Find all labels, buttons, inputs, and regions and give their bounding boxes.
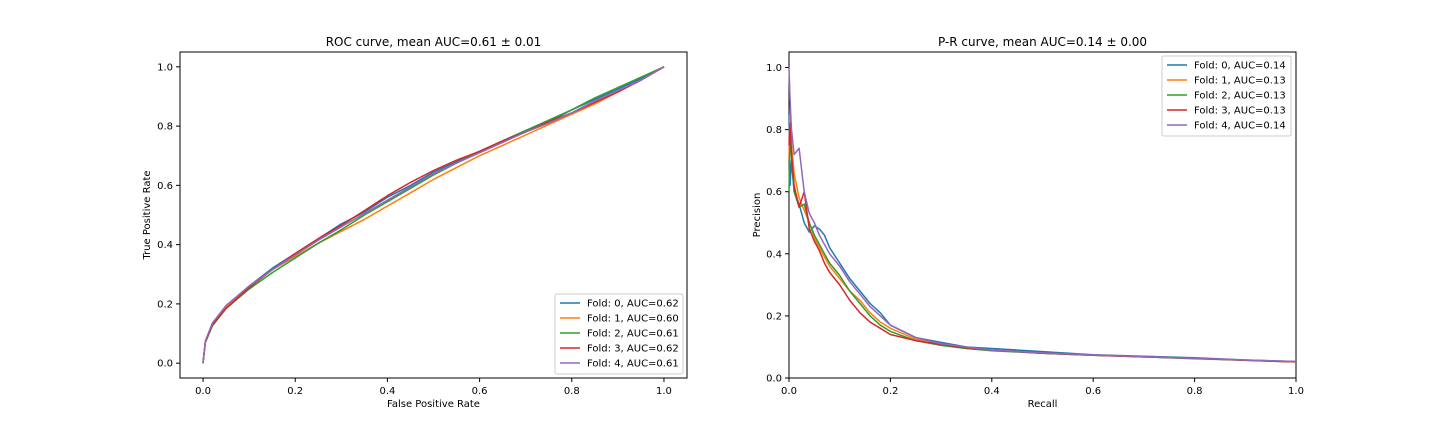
pr-legend-label-2: Fold: 2, AUC=0.13: [1194, 91, 1286, 102]
roc-y-tick-label: 0.8: [157, 122, 173, 133]
pr-series-line-fold-4: [788, 67, 1297, 363]
roc-legend-box: [554, 293, 684, 375]
roc-series-group: [202, 66, 665, 364]
pr-y-tick-label: 0.2: [766, 311, 782, 322]
pr-y-tick-label: 0.8: [766, 125, 782, 136]
roc-chart-panel: ROC curve, mean AUC=0.61 ± 0.01 False Po…: [142, 35, 688, 410]
roc-legend: Fold: 0, AUC=0.62 Fold: 1, AUC=0.60 Fold…: [554, 293, 684, 375]
roc-x-axis-label: False Positive Rate: [387, 399, 480, 410]
pr-legend-label-1: Fold: 1, AUC=0.13: [1194, 76, 1286, 87]
pr-x-tick-label: 1.0: [1288, 386, 1304, 397]
pr-legend-label-0: Fold: 0, AUC=0.14: [1194, 61, 1286, 72]
roc-x-tick-label: 0.4: [379, 386, 395, 397]
roc-x-tick-label: 0.6: [472, 386, 488, 397]
pr-chart-title: P-R curve, mean AUC=0.14 ± 0.00: [938, 35, 1147, 49]
roc-axis-ticks: 0.0 0.2 0.4 0.6 0.8 1.0 0.0 0.2 0.4 0.6 0.8 1.0: [157, 62, 672, 397]
roc-x-tick-label: 1.0: [656, 386, 672, 397]
roc-x-tick-label: 0.2: [287, 386, 303, 397]
roc-legend-label-2: Fold: 2, AUC=0.61: [587, 329, 679, 340]
roc-legend-label-1: Fold: 1, AUC=0.60: [587, 314, 679, 325]
roc-legend-label-3: Fold: 3, AUC=0.62: [587, 344, 679, 355]
pr-chart-panel: P-R curve, mean AUC=0.14 ± 0.00 Recall P…: [752, 35, 1304, 410]
pr-y-tick-label: 0.4: [766, 249, 782, 260]
pr-x-tick-label: 0.2: [882, 386, 898, 397]
pr-y-axis-label: Precision: [752, 193, 763, 238]
roc-x-tick-label: 0.0: [195, 386, 211, 397]
pr-series-group: [788, 67, 1297, 363]
roc-legend-label-0: Fold: 0, AUC=0.62: [587, 299, 679, 310]
pr-legend-label-4: Fold: 4, AUC=0.14: [1194, 121, 1286, 132]
pr-y-tick-label: 1.0: [766, 63, 782, 74]
roc-y-tick-label: 0.0: [157, 359, 173, 370]
roc-y-axis-label: True Positive Rate: [142, 170, 153, 260]
pr-x-tick-label: 0.8: [1187, 386, 1203, 397]
pr-x-tick-label: 0.4: [984, 386, 1000, 397]
roc-chart-title: ROC curve, mean AUC=0.61 ± 0.01: [326, 35, 542, 49]
pr-x-axis-label: Recall: [1028, 399, 1058, 410]
roc-x-tick-label: 0.8: [564, 386, 580, 397]
roc-y-tick-label: 1.0: [157, 62, 173, 73]
pr-x-tick-label: 0.0: [781, 386, 797, 397]
roc-series-line-fold-4: [202, 66, 665, 364]
roc-y-tick-label: 0.6: [157, 181, 173, 192]
roc-legend-label-4: Fold: 4, AUC=0.61: [587, 359, 679, 370]
pr-axis-ticks: 0.0 0.2 0.4 0.6 0.8 1.0 0.0 0.2 0.4 0.6 0.8 1.0: [766, 63, 1304, 397]
roc-y-tick-label: 0.2: [157, 299, 173, 310]
pr-y-tick-label: 0.6: [766, 187, 782, 198]
pr-legend-label-3: Fold: 3, AUC=0.13: [1194, 106, 1286, 117]
pr-x-tick-label: 0.6: [1085, 386, 1101, 397]
pr-legend: Fold: 0, AUC=0.14 Fold: 1, AUC=0.13 Fold…: [1161, 55, 1292, 137]
pr-legend-box: [1161, 55, 1292, 137]
pr-y-tick-label: 0.0: [766, 374, 782, 385]
roc-y-tick-label: 0.4: [157, 240, 173, 251]
